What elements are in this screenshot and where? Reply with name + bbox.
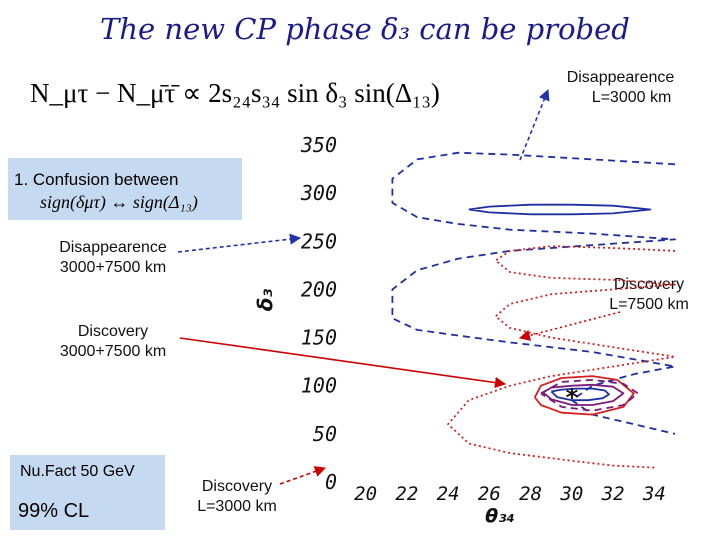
arrow-disappearance-combined (177, 233, 302, 253)
annotation-line: L=3000 km (591, 89, 672, 106)
contour-series-6 (550, 387, 610, 402)
slide-title: The new CP phase δ₃ can be probed (100, 12, 630, 46)
confusion-box (8, 158, 242, 220)
contour-series-5 (542, 383, 625, 406)
x-tick-label: 22 (395, 483, 418, 505)
arrow-discovery-7500 (518, 311, 621, 341)
annotation-disappearance-combined: Disappearence 3000+7500 km (38, 238, 188, 278)
x-axis-label: θ₃₄ (485, 505, 515, 527)
arrow-discovery-combined (179, 337, 507, 389)
x-tick-label: 28 (519, 483, 542, 505)
contour-series-3 (447, 245, 676, 469)
annotation-line: Discovery (77, 323, 149, 340)
confidence-level-label: 99% CL (18, 500, 90, 522)
y-tick-label: 150 (301, 326, 337, 350)
annotation-line: Disappearence (59, 239, 167, 256)
y-tick-label: 300 (300, 181, 337, 205)
y-axis-label: δ₃ (253, 289, 277, 312)
y-tick-label: 250 (301, 229, 337, 253)
true-value-marker: * (566, 383, 579, 411)
contour-series-2 (468, 203, 652, 216)
annotation-discovery-3000: Discovery L=3000 km (182, 477, 292, 517)
annotation-line: 3000+7500 km (59, 343, 167, 360)
x-tick-label: 34 (642, 483, 666, 505)
y-tick-label: 50 (313, 422, 337, 446)
arrow-discovery-3000 (279, 466, 327, 485)
arrow-disappearance-3000 (519, 88, 550, 161)
annotation-line: L=7500 km (609, 296, 689, 313)
y-tick-label: 200 (301, 277, 337, 301)
annotation-line: 3000+7500 km (59, 259, 167, 276)
annotation-disappearance-3000: Disappearence L=3000 km (548, 68, 693, 108)
y-tick-label: 0 (325, 470, 337, 494)
annotation-line: Discovery (201, 478, 273, 495)
contour-series-4 (534, 375, 635, 416)
contour-series-1 (391, 151, 676, 435)
confusion-label: 1. Confusion between (14, 170, 179, 189)
x-tick-label: 30 (559, 483, 583, 505)
contour-series-7 (540, 378, 639, 412)
annotation-line: Disappearence (566, 69, 675, 86)
y-tick-label: 100 (301, 374, 337, 398)
setup-label: Nu.Fact 50 GeV (20, 463, 135, 480)
x-tick-label: 24 (437, 483, 460, 505)
y-tick-label: 350 (300, 133, 337, 157)
x-tick-label: 32 (601, 483, 625, 505)
annotation-discovery-combined: Discovery 3000+7500 km (38, 322, 188, 362)
x-tick-label: 20 (354, 483, 377, 505)
formula: N_μτ − N_μ̄τ̄ ∝ 2s₂₄s₃₄ sin δ₃ sin(Δ₁₃) (30, 78, 440, 108)
annotation-line: L=3000 km (197, 498, 277, 515)
setup-box (10, 455, 165, 530)
x-tick-label: 26 (478, 483, 501, 505)
confusion-formula: sign(δμτ) ↔ sign(Δ₁₃) (40, 192, 198, 212)
